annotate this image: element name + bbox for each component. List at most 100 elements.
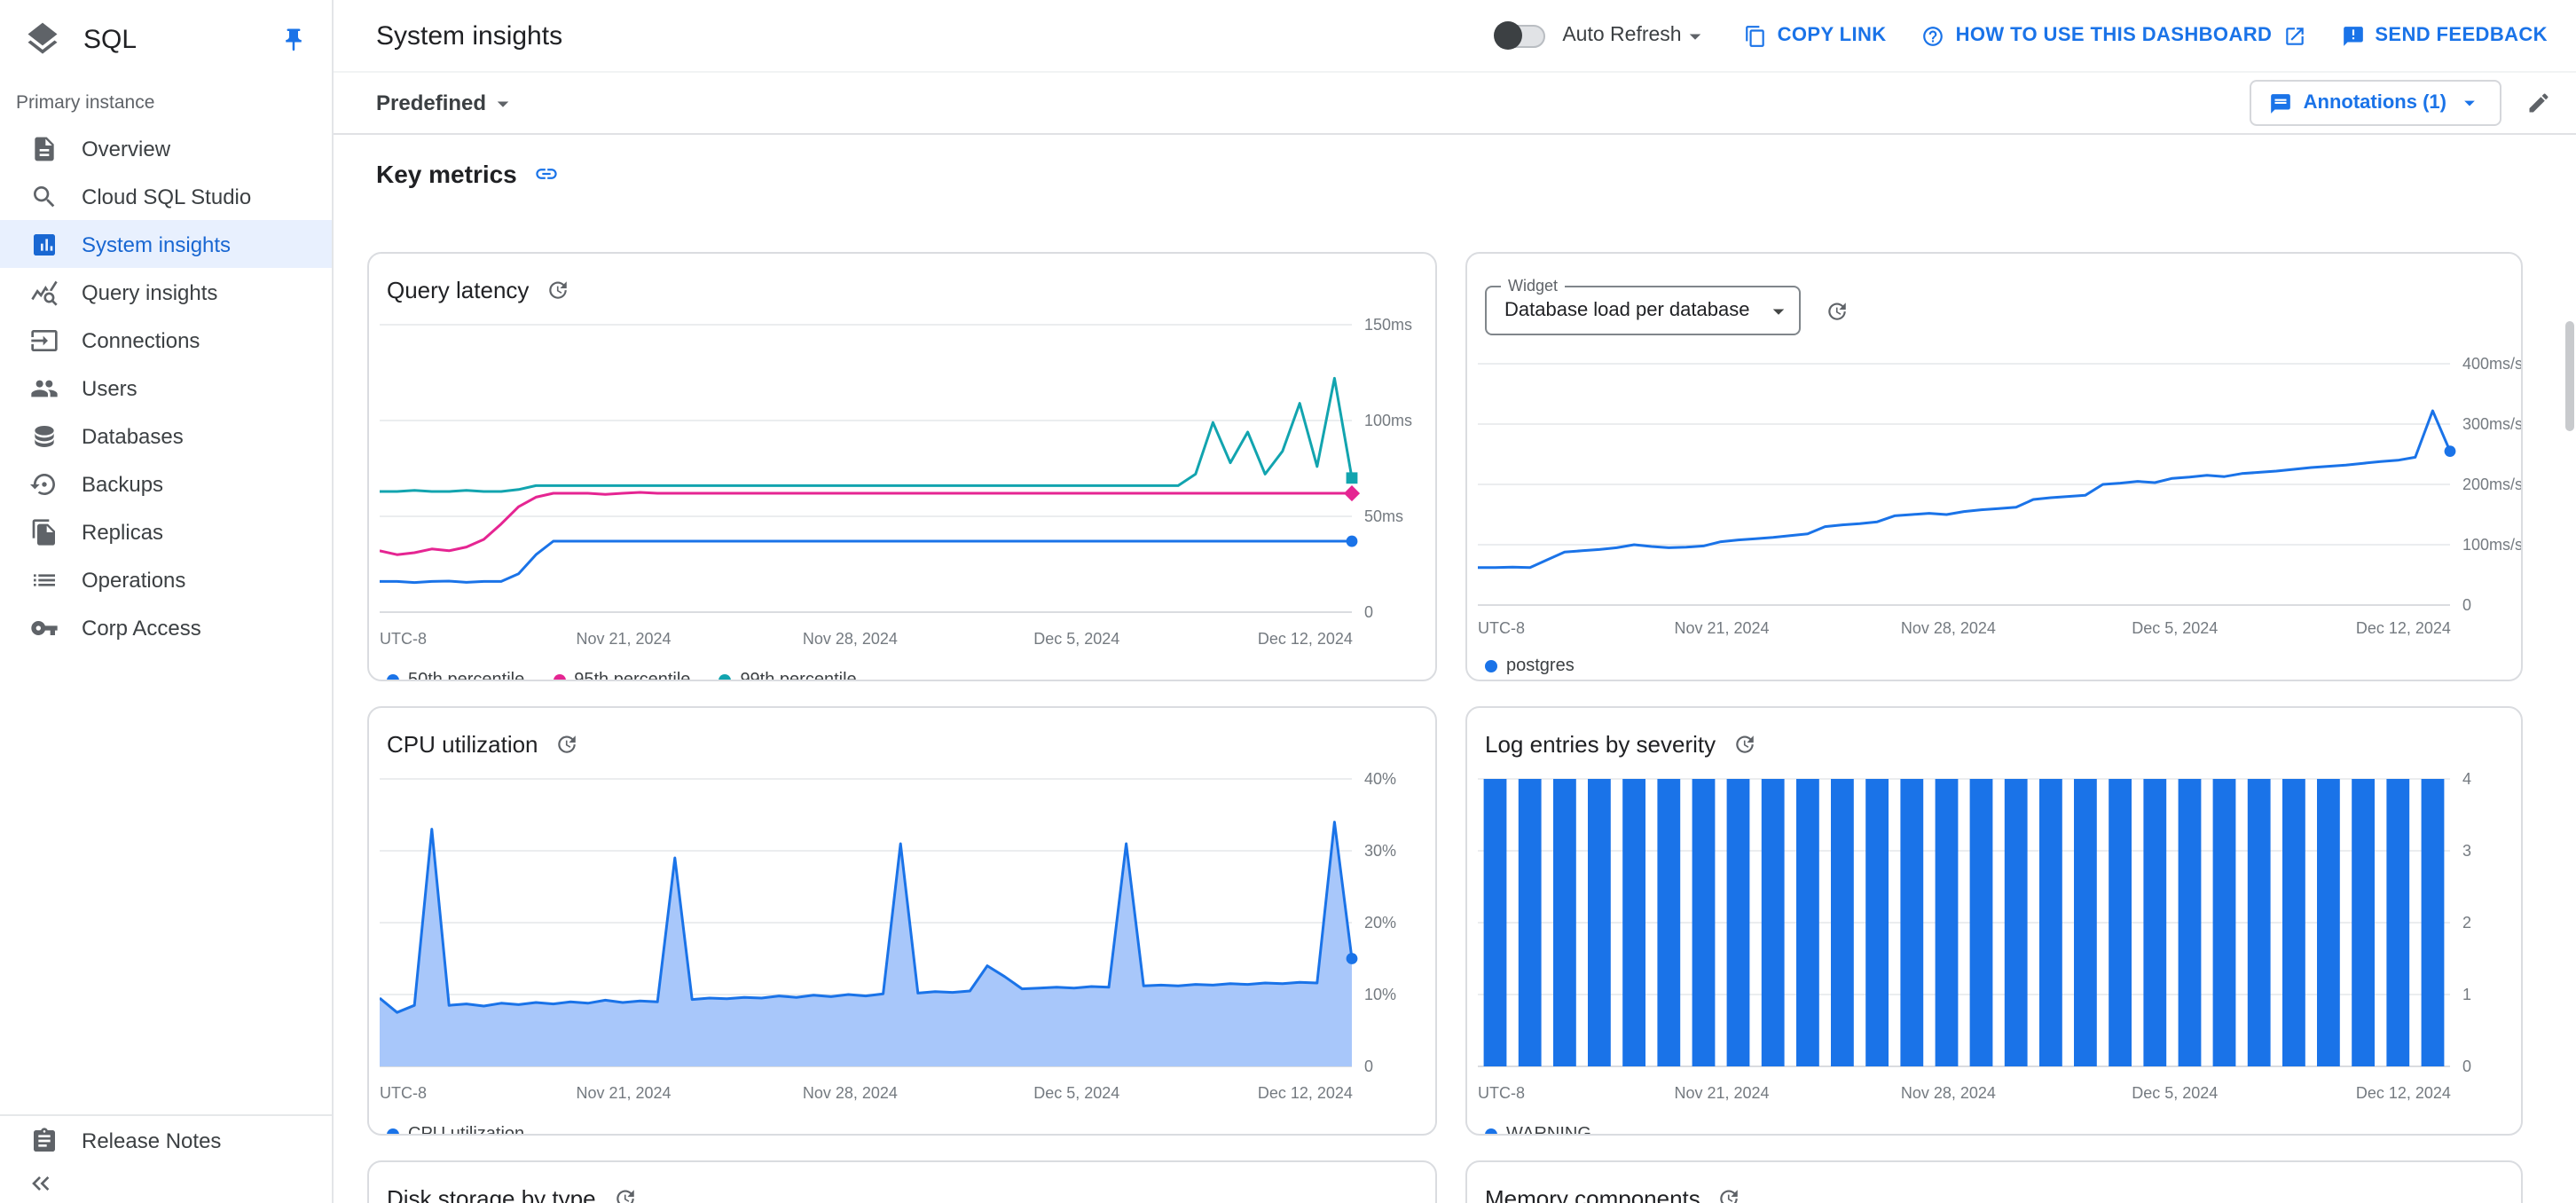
legend-item[interactable]: 99th percentile: [719, 671, 857, 680]
sidebar-item-release-notes[interactable]: Release Notes: [0, 1116, 332, 1164]
sidebar-section-label: Primary instance: [16, 92, 155, 114]
corp-access-icon: [31, 620, 58, 634]
sidebar-item-query-insights[interactable]: Query insights: [0, 268, 332, 316]
sidebar-item-corp-access[interactable]: Corp Access: [0, 603, 332, 651]
svg-text:Dec 5, 2024: Dec 5, 2024: [1033, 1084, 1119, 1102]
svg-text:Dec 5, 2024: Dec 5, 2024: [1033, 630, 1119, 648]
sidebar: SQL Primary instance Overview Cloud SQL …: [0, 0, 334, 1203]
auto-refresh-menu[interactable]: Auto Refresh: [1562, 22, 1708, 49]
svg-text:200ms/s: 200ms/s: [2462, 476, 2521, 493]
toggle-knob: [1493, 20, 1522, 49]
svg-text:300ms/s: 300ms/s: [2462, 415, 2521, 433]
widget-select-label: Widget: [1501, 277, 1566, 295]
operations-icon: [34, 573, 55, 586]
query-insights-icon: [31, 279, 58, 305]
link-icon: [537, 169, 558, 179]
refresh-interval-button[interactable]: [1718, 1186, 1741, 1203]
widget-select[interactable]: Widget Database load per database: [1485, 277, 1801, 335]
sidebar-item-connections[interactable]: Connections: [0, 316, 332, 364]
refresh-interval-button[interactable]: [546, 278, 569, 301]
chart-legend: WARNING: [1485, 1125, 2521, 1134]
sidebar-item-overview[interactable]: Overview: [0, 124, 332, 172]
cpu-utilization-chart[interactable]: 0 10% 20% 30% 40% UTC-8 Nov 21, 2024 Nov 28, 20…: [379, 765, 1435, 1121]
annotations-icon: [2271, 93, 2291, 113]
svg-text:0: 0: [1364, 1058, 1373, 1075]
help-icon: [1923, 26, 1944, 45]
database-load-chart[interactable]: 0 100ms/s 200ms/s 300ms/s 400ms/s UTC-8 Nov 21…: [1478, 353, 2521, 653]
refresh-interval-icon: [1721, 1189, 1739, 1203]
pin-icon[interactable]: [280, 26, 307, 52]
chevron-down-icon: [1682, 22, 1708, 49]
log-entries-card: Log entries by severity 0 1 2 3 4 UTC-8 Nov 21…: [1465, 706, 2523, 1136]
legend-item[interactable]: CPU utilization: [387, 1125, 524, 1134]
edit-dashboard-button[interactable]: [2526, 90, 2551, 115]
sidebar-header: SQL: [0, 0, 332, 78]
card-title: Disk storage by type: [387, 1184, 596, 1203]
system-insights-icon: [34, 233, 55, 255]
svg-text:100ms: 100ms: [1364, 412, 1412, 429]
legend-item[interactable]: 95th percentile: [553, 671, 690, 680]
refresh-interval-button[interactable]: [1826, 299, 1849, 322]
scrollbar[interactable]: [2565, 321, 2574, 431]
svg-text:Dec 12, 2024: Dec 12, 2024: [2356, 619, 2451, 637]
legend-item[interactable]: WARNING: [1485, 1125, 1591, 1134]
legend-item[interactable]: postgres: [1485, 657, 1575, 676]
cloud-sql-logo-icon: [23, 20, 62, 59]
svg-text:30%: 30%: [1364, 842, 1396, 860]
query-latency-card: Query latency 0 50ms 100ms 150ms UTC-8 Nov 21…: [367, 252, 1437, 681]
refresh-interval-icon: [1828, 302, 1846, 319]
refresh-interval-button[interactable]: [614, 1186, 637, 1203]
charts-grid: Query latency 0 50ms 100ms 150ms UTC-8 Nov 21…: [367, 252, 2576, 1203]
chevron-down-icon: [490, 90, 516, 116]
copy-link-button[interactable]: COPY LINK: [1744, 24, 1887, 47]
svg-text:1: 1: [2462, 986, 2471, 1003]
chevron-down-icon: [1765, 297, 1792, 324]
users-icon: [31, 379, 58, 397]
svg-text:Nov 21, 2024: Nov 21, 2024: [576, 630, 671, 648]
svg-text:3: 3: [2462, 842, 2471, 860]
page-title: System insights: [376, 20, 563, 51]
overview-icon: [35, 136, 54, 161]
sidebar-item-system-insights[interactable]: System insights: [0, 220, 332, 268]
chart-legend: postgres: [1485, 657, 2521, 676]
sidebar-nav: Overview Cloud SQL Studio System insight…: [0, 124, 332, 1114]
sidebar-item-users[interactable]: Users: [0, 364, 332, 412]
sidebar-item-databases[interactable]: Databases: [0, 412, 332, 460]
card-title: Memory components: [1485, 1184, 1700, 1203]
double-chevron-left-icon: [32, 1176, 50, 1191]
svg-text:50ms: 50ms: [1364, 507, 1403, 525]
svg-text:Dec 12, 2024: Dec 12, 2024: [2356, 1084, 2451, 1102]
svg-text:10%: 10%: [1364, 986, 1396, 1003]
svg-text:0: 0: [2462, 596, 2471, 614]
refresh-interval-button[interactable]: [1733, 732, 1756, 755]
section-link-button[interactable]: [535, 161, 560, 186]
backups-icon: [30, 473, 55, 494]
svg-text:Dec 12, 2024: Dec 12, 2024: [1258, 630, 1353, 648]
collapse-sidebar-button[interactable]: [0, 1164, 332, 1203]
auto-refresh-toggle[interactable]: [1493, 20, 1545, 49]
log-entries-chart[interactable]: 0 1 2 3 4 UTC-8 Nov 21, 2024 Nov 28, 2024 Dec 5,…: [1478, 765, 2521, 1121]
refresh-interval-button[interactable]: [556, 732, 579, 755]
sidebar-item-backups[interactable]: Backups: [0, 460, 332, 507]
release-notes-icon: [34, 1127, 55, 1151]
sidebar-item-replicas[interactable]: Replicas: [0, 507, 332, 555]
how-to-use-button[interactable]: HOW TO USE THIS DASHBOARD: [1922, 24, 2306, 47]
legend-item[interactable]: 50th percentile: [387, 671, 524, 680]
svg-text:4: 4: [2462, 770, 2471, 788]
feedback-icon: [2343, 26, 2363, 45]
annotations-button[interactable]: Annotations (1): [2250, 80, 2501, 126]
preset-dropdown[interactable]: Predefined: [376, 90, 516, 116]
svg-text:UTC-8: UTC-8: [1478, 1084, 1525, 1102]
sidebar-item-cloud-sql-studio[interactable]: Cloud SQL Studio: [0, 172, 332, 220]
svg-text:Nov 28, 2024: Nov 28, 2024: [803, 1084, 898, 1102]
send-feedback-button[interactable]: SEND FEEDBACK: [2341, 24, 2548, 47]
svg-text:UTC-8: UTC-8: [380, 1084, 427, 1102]
sidebar-item-operations[interactable]: Operations: [0, 555, 332, 603]
chevron-down-icon: [2457, 90, 2482, 115]
svg-text:400ms/s: 400ms/s: [2462, 355, 2521, 373]
external-link-icon: [2285, 27, 2304, 44]
query-latency-chart[interactable]: 0 50ms 100ms 150ms UTC-8 Nov 21, 2024 Nov 28, …: [379, 311, 1435, 667]
refresh-interval-icon: [616, 1189, 634, 1203]
header-actions: Auto Refresh COPY LINK HOW TO USE THIS D…: [1493, 20, 2548, 49]
